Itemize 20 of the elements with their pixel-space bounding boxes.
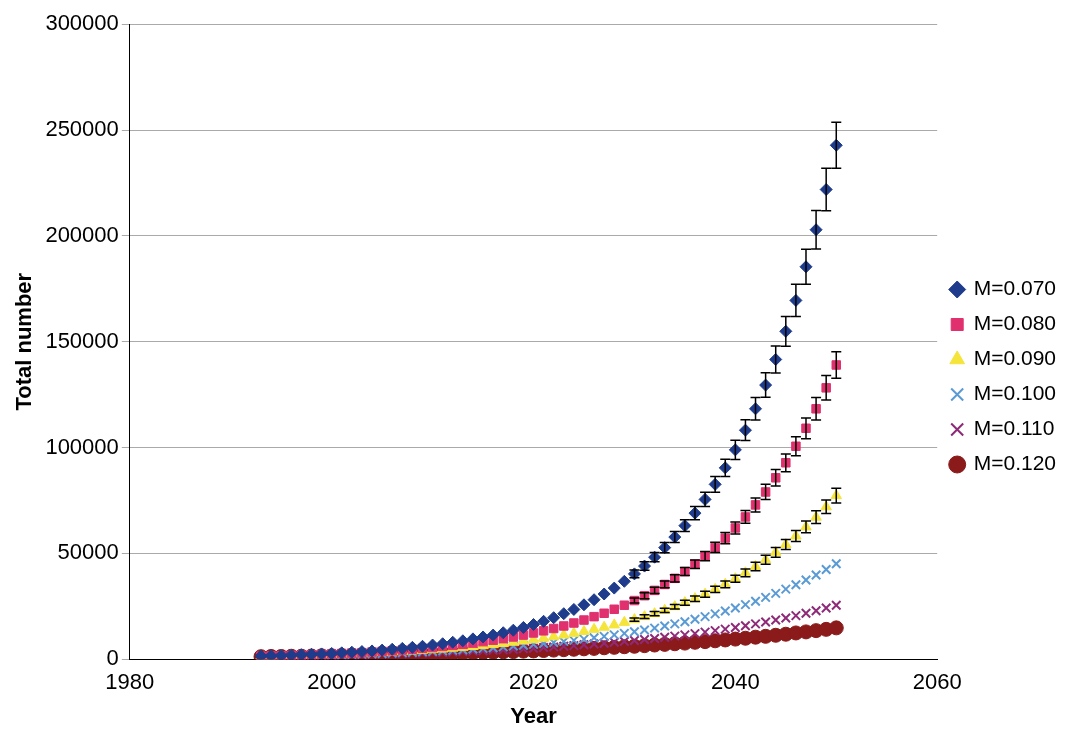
x-tick-label: 2000	[307, 669, 357, 695]
y-tick-label: 200000	[45, 221, 119, 247]
legend-label: M=0.110	[973, 416, 1055, 440]
y-tick-label: 300000	[45, 10, 119, 36]
y-tick-label: 250000	[45, 116, 119, 142]
x-tick-label: 1980	[105, 669, 155, 695]
legend-label: M=0.090	[973, 346, 1056, 370]
x-axis-title: Year	[510, 702, 558, 728]
y-tick-label: 0	[106, 645, 119, 671]
y-tick-label: 100000	[45, 433, 119, 459]
legend-label: M=0.100	[973, 381, 1056, 405]
y-axis-title: Total number	[11, 272, 37, 411]
legend-label: M=0.070	[973, 276, 1056, 300]
y-tick-label: 50000	[57, 539, 119, 565]
legend-label: M=0.080	[973, 311, 1056, 335]
x-tick-label: 2060	[912, 669, 962, 695]
x-tick-label: 2040	[710, 669, 760, 695]
x-tick-label: 2020	[509, 669, 558, 695]
y-tick-label: 150000	[45, 327, 119, 353]
legend-label: M=0.120	[973, 451, 1056, 475]
